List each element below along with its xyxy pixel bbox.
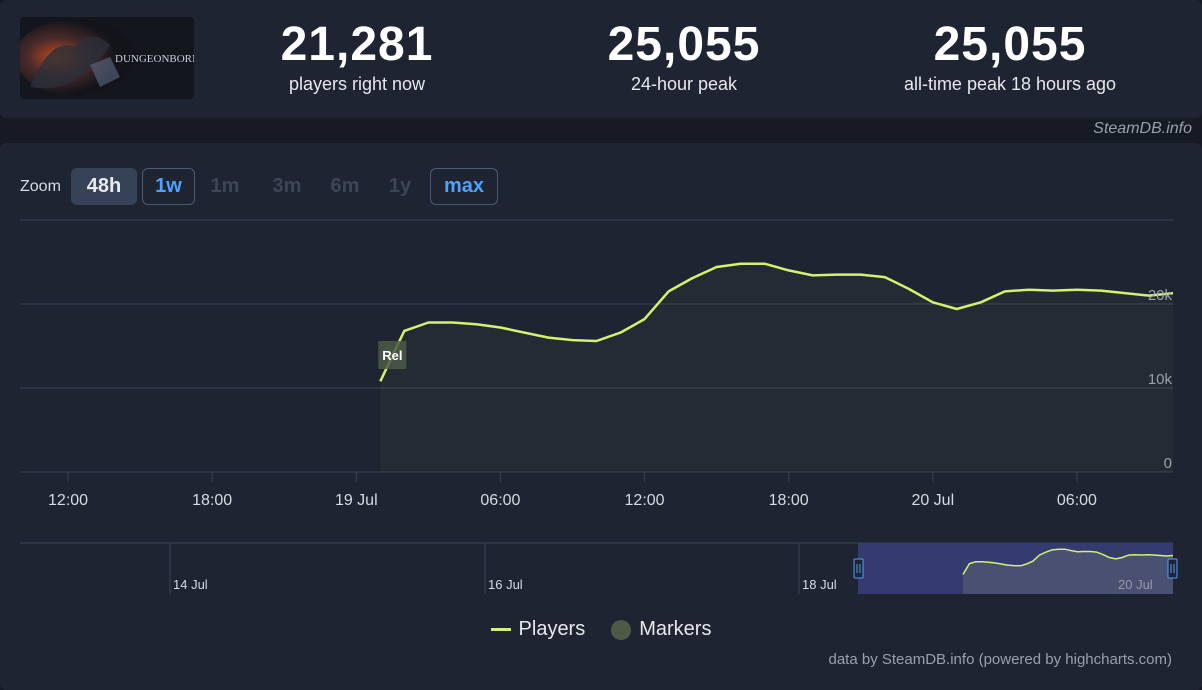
release-marker <box>378 341 407 369</box>
chart-legend: Players Markers <box>0 618 1202 641</box>
navigator-left-handle[interactable] <box>853 558 864 579</box>
navigator-tick-label: 14 Jul <box>173 577 208 592</box>
navigator-area <box>963 549 1173 594</box>
game-header-image[interactable]: DUNGEONBORNE <box>20 17 194 99</box>
zoom-1w-button[interactable]: 1w <box>142 168 195 205</box>
chart-panel <box>0 143 1202 690</box>
day-peak-value: 25,055 <box>607 18 761 71</box>
navigator-handle-grip <box>1167 558 1178 579</box>
navigator-handle-grip <box>853 558 864 579</box>
zoom-max-button[interactable]: max <box>430 168 498 205</box>
legend-markers-dot-icon <box>611 619 632 640</box>
players-series-line <box>379 262 1174 382</box>
day-peak-stat: 25,055 24-hour peak <box>534 20 834 95</box>
navigator-tick-label: 16 Jul <box>488 577 523 592</box>
x-tick-label: 18:00 <box>769 492 809 509</box>
legend-players-label: Players <box>518 618 586 640</box>
legend-markers[interactable]: Markers <box>611 618 711 641</box>
players-area <box>380 263 1173 472</box>
current-players-label: players right now <box>288 74 426 94</box>
x-tick-label: 12:00 <box>625 492 665 509</box>
zoom-6m-button[interactable]: 6m <box>330 175 360 197</box>
x-tick-label: 12:00 <box>48 492 88 509</box>
legend-players[interactable]: Players <box>490 618 586 641</box>
legend-markers-label: Markers <box>639 618 712 640</box>
release-marker-label: Rel <box>382 348 402 363</box>
x-tick-label: 20 Jul <box>911 492 954 509</box>
x-tick-label: 19 Jul <box>335 492 378 509</box>
game-title-logo: DUNGEONBORNE <box>115 53 194 65</box>
current-players-value: 21,281 <box>280 18 434 71</box>
all-time-peak-label: all-time peak 18 hours ago <box>903 74 1117 94</box>
navigator-right-handle[interactable] <box>1167 558 1178 579</box>
navigator-line <box>962 548 1174 575</box>
player-count-chart[interactable]: Rel 0 10k 20k 12:00 18:00 19 Jul 06:00 12:00 18… <box>0 143 1202 603</box>
steamdb-credit-top[interactable]: SteamDB.info <box>1093 120 1192 137</box>
legend-players-line-icon <box>490 628 511 631</box>
x-tick-label: 06:00 <box>480 492 520 509</box>
zoom-3m-button[interactable]: 3m <box>272 175 302 197</box>
navigator-tick-label: 18 Jul <box>802 577 837 592</box>
y-tick-label: 10k <box>1148 371 1173 388</box>
x-tick-label: 06:00 <box>1057 492 1097 509</box>
y-tick-label: 20k <box>1148 287 1173 304</box>
all-time-peak-value: 25,055 <box>933 18 1087 71</box>
stats-panel: DUNGEONBORNE 21,281 players right now 25… <box>0 0 1202 118</box>
day-peak-label: 24-hour peak <box>630 74 738 94</box>
zoom-label: Zoom <box>20 178 61 195</box>
zoom-1y-button[interactable]: 1y <box>388 175 412 197</box>
chart-credit[interactable]: data by SteamDB.info (powered by highcha… <box>828 651 1173 668</box>
x-tick-label: 18:00 <box>192 492 232 509</box>
current-players-stat: 21,281 players right now <box>207 20 507 95</box>
zoom-1m-button[interactable]: 1m <box>210 175 240 197</box>
y-tick-label: 0 <box>1164 455 1172 472</box>
all-time-peak-stat: 25,055 all-time peak 18 hours ago <box>860 20 1160 95</box>
zoom-48h-button[interactable]: 48h <box>71 168 137 205</box>
